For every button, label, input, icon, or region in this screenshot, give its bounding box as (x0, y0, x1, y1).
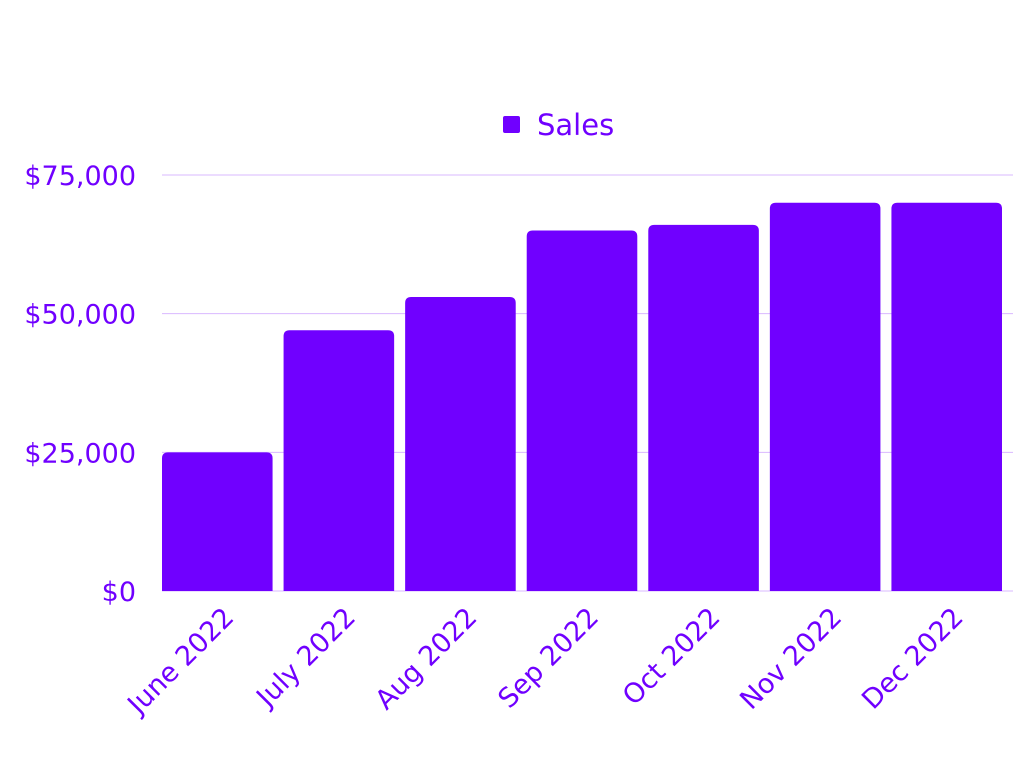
bar-nov-2022 (769, 202, 881, 591)
y-axis-tick-labels: $0 $25,000 $50,000 $75,000 (24, 161, 136, 608)
y-tick-label: $0 (102, 577, 136, 608)
x-tick-label: Sep 2022 (492, 602, 605, 715)
y-tick-label: $75,000 (24, 161, 136, 192)
legend: Sales (503, 108, 614, 142)
x-tick-label: Nov 2022 (734, 602, 848, 716)
x-tick-label: Aug 2022 (370, 602, 484, 716)
bar-oct-2022 (648, 224, 759, 592)
x-tick-label: Dec 2022 (856, 602, 970, 716)
y-tick-label: $50,000 (24, 300, 136, 331)
legend-label-sales: Sales (537, 108, 614, 142)
bar-aug-2022 (405, 297, 516, 591)
x-axis-tick-labels: June 2022 July 2022 Aug 2022 Sep 2022 Oct 20… (121, 602, 970, 722)
x-tick-label: July 2022 (249, 602, 361, 714)
bar-sep-2022 (526, 230, 638, 591)
legend-swatch-sales (503, 116, 520, 133)
x-tick-label: Oct 2022 (617, 602, 727, 712)
bar-june-2022 (162, 452, 273, 591)
bar-july-2022 (283, 330, 395, 591)
y-tick-label: $25,000 (24, 438, 136, 469)
bars (162, 202, 1002, 592)
x-tick-label: June 2022 (121, 602, 241, 722)
bar-dec-2022 (891, 202, 1002, 591)
